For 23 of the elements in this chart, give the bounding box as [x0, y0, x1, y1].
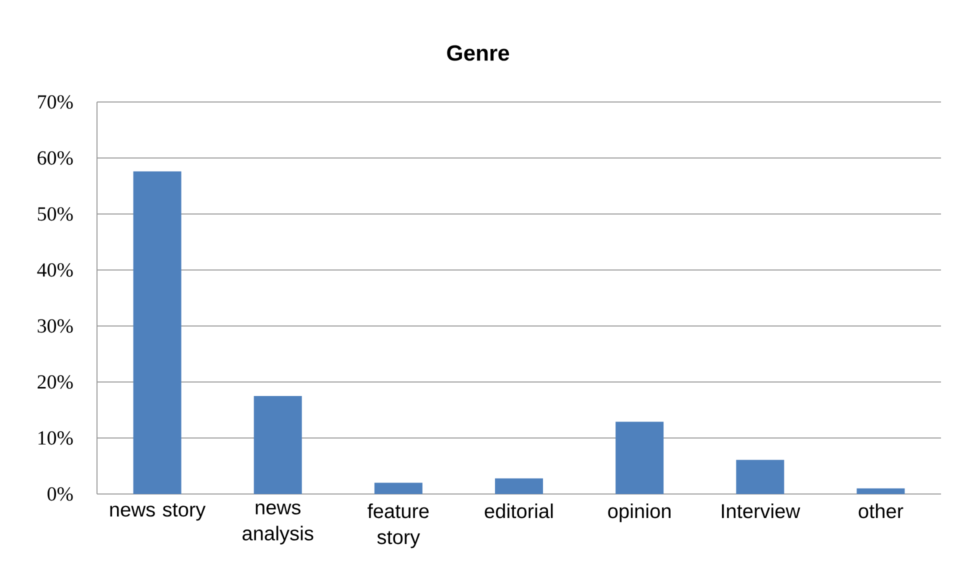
x-tick-label: Interview: [722, 504, 800, 518]
bar: [374, 482, 422, 494]
bar: [736, 460, 784, 494]
x-tick-label: opinion: [608, 504, 671, 522]
x-tick-label: news analysis: [242, 504, 314, 544]
bar: [616, 422, 664, 494]
bar: [133, 171, 182, 494]
y-tick-label: 40%: [37, 263, 73, 277]
y-tick-label: 70%: [38, 95, 73, 109]
x-tick-label: other: [858, 504, 904, 518]
bar: [856, 488, 905, 494]
y-tick-label: 20%: [38, 375, 73, 389]
bar: [254, 396, 302, 494]
y-tick-label: 0%: [48, 487, 73, 501]
chart-title: Genre: [447, 45, 510, 61]
x-tick-label: editorial: [484, 504, 553, 518]
bar: [495, 478, 544, 494]
y-tick-label: 60%: [38, 151, 73, 165]
x-tick-label: news story: [110, 504, 206, 521]
x-tick-label: feature story: [368, 504, 429, 548]
y-tick-label: 50%: [38, 207, 73, 221]
y-tick-label: 10%: [38, 431, 73, 445]
y-tick-label: 30%: [38, 319, 73, 333]
